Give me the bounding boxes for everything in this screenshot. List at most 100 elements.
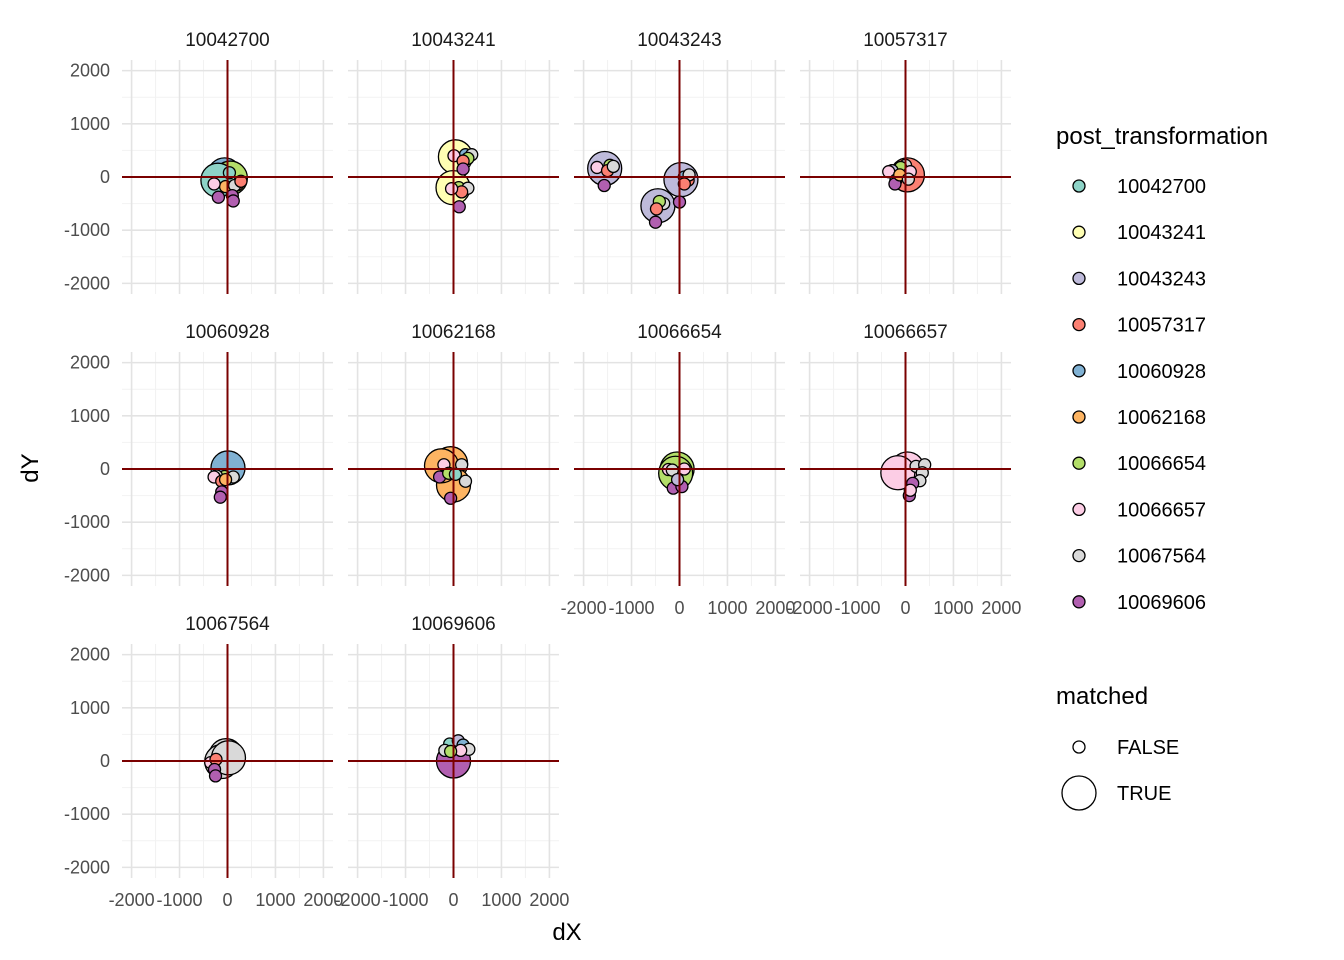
x-tick-label: 1000 [255, 890, 295, 910]
facet-panel: 10069606 [348, 614, 559, 878]
facet-title: 10043241 [411, 30, 496, 51]
unmatched-point [456, 162, 470, 176]
y-tick-label: -2000 [64, 565, 110, 585]
unmatched-point [597, 178, 611, 193]
x-tick-label: 2000 [755, 598, 795, 618]
unmatched-point [211, 190, 226, 204]
facet-panel: 10067564 [122, 614, 333, 878]
y-tick-label: 0 [100, 459, 110, 479]
x-tick-label: 2000 [303, 890, 343, 910]
x-tick-label: 0 [222, 890, 232, 910]
unmatched-point [234, 174, 248, 188]
facet-title: 10060928 [185, 322, 270, 343]
x-tick-label: -1000 [383, 890, 429, 910]
unmatched-point [455, 458, 469, 472]
legend-swatch [1072, 410, 1086, 424]
unmatched-point [443, 491, 458, 505]
legend-swatch [1072, 548, 1086, 563]
unmatched-point [648, 215, 663, 229]
x-tick-label: -1000 [835, 598, 881, 618]
legend-label: 10060928 [1117, 361, 1206, 383]
facet-panel: 10042700 [122, 30, 333, 294]
x-tick-label: 1000 [481, 890, 521, 910]
unmatched-point [207, 177, 221, 191]
unmatched-point [670, 472, 685, 487]
y-tick-label: 0 [100, 167, 110, 187]
legend-swatch [1072, 271, 1086, 286]
unmatched-point [444, 182, 459, 196]
legend-swatch [1072, 179, 1086, 193]
legend-swatch [1072, 502, 1086, 517]
x-tick-label: 0 [674, 598, 684, 618]
legend-swatch [1072, 456, 1086, 470]
x-tick-label: -1000 [157, 890, 203, 910]
legend-swatch [1072, 317, 1086, 332]
y-tick-label: 0 [100, 751, 110, 771]
legend-swatch [1072, 364, 1086, 378]
y-tick-label: -1000 [64, 512, 110, 532]
unmatched-point [452, 200, 466, 214]
color-legend-title: post_transformation [1056, 123, 1268, 150]
unmatched-point [443, 744, 458, 759]
y-tick-label: -2000 [64, 273, 110, 293]
facet-panel: 10043243 [574, 30, 785, 294]
unmatched-point [606, 159, 620, 174]
legend-size-key [1072, 740, 1086, 754]
facet-title: 10057317 [863, 30, 948, 51]
x-tick-label: 1000 [933, 598, 973, 618]
y-tick-label: -1000 [64, 804, 110, 824]
unmatched-point [903, 483, 917, 497]
facet-panel: 10066657 [800, 322, 1011, 586]
y-tick-label: 2000 [70, 353, 110, 373]
facet-panel: 10060928 [122, 322, 333, 586]
legend-label: 10062168 [1117, 407, 1206, 429]
facet-title: 10067564 [185, 614, 270, 635]
size-legend-title: matched [1056, 683, 1148, 710]
unmatched-point [901, 172, 916, 186]
legend-label: 10043241 [1117, 222, 1206, 244]
unmatched-point [208, 769, 223, 783]
axis-tick-labels: -2000-1000010002000-2000-1000010002000-2… [64, 61, 1021, 910]
y-axis-title: dY [17, 453, 44, 482]
size-legend: matched FALSE TRUE [1056, 683, 1179, 811]
facet-panel: 10066654 [574, 322, 785, 586]
color-legend: post_transformation 10042700 10043241 1004… [1056, 123, 1268, 614]
facet-title: 10062168 [411, 322, 496, 343]
unmatched-point [458, 474, 473, 488]
y-tick-label: -2000 [64, 857, 110, 877]
facet-panel: 10062168 [348, 322, 559, 586]
x-tick-label: -2000 [335, 890, 381, 910]
x-axis-title: dX [552, 919, 581, 946]
legend-label: 10043243 [1117, 268, 1206, 290]
facet-title: 10066654 [637, 322, 722, 343]
unmatched-point [649, 202, 664, 216]
y-tick-label: 1000 [70, 698, 110, 718]
x-tick-label: -2000 [787, 598, 833, 618]
y-tick-label: 2000 [70, 61, 110, 81]
x-tick-label: -2000 [561, 598, 607, 618]
legend-label: 10066657 [1117, 499, 1206, 521]
x-tick-label: 0 [448, 890, 458, 910]
facet-panels: 10042700 10043241 10043243 10057317 10060928… [122, 30, 1011, 878]
legend-label: 10057317 [1117, 315, 1206, 337]
legend-label: 10042700 [1117, 176, 1206, 198]
unmatched-point [448, 467, 463, 481]
facet-title: 10042700 [185, 30, 270, 51]
facet-panel: 10043241 [348, 30, 559, 294]
unmatched-point [218, 472, 233, 487]
x-tick-label: -1000 [609, 598, 655, 618]
unmatched-point [222, 166, 237, 180]
legend-swatch [1072, 595, 1086, 609]
facet-title: 10043243 [637, 30, 722, 51]
y-tick-label: 2000 [70, 645, 110, 665]
facet-panel: 10057317 [800, 30, 1011, 294]
x-tick-label: -2000 [109, 890, 155, 910]
x-tick-label: 0 [900, 598, 910, 618]
legend-label: FALSE [1117, 737, 1179, 759]
unmatched-point [226, 194, 240, 208]
x-tick-label: 2000 [529, 890, 569, 910]
legend-label: 10066654 [1117, 453, 1206, 475]
legend-size-key [1061, 775, 1097, 811]
y-tick-label: -1000 [64, 220, 110, 240]
